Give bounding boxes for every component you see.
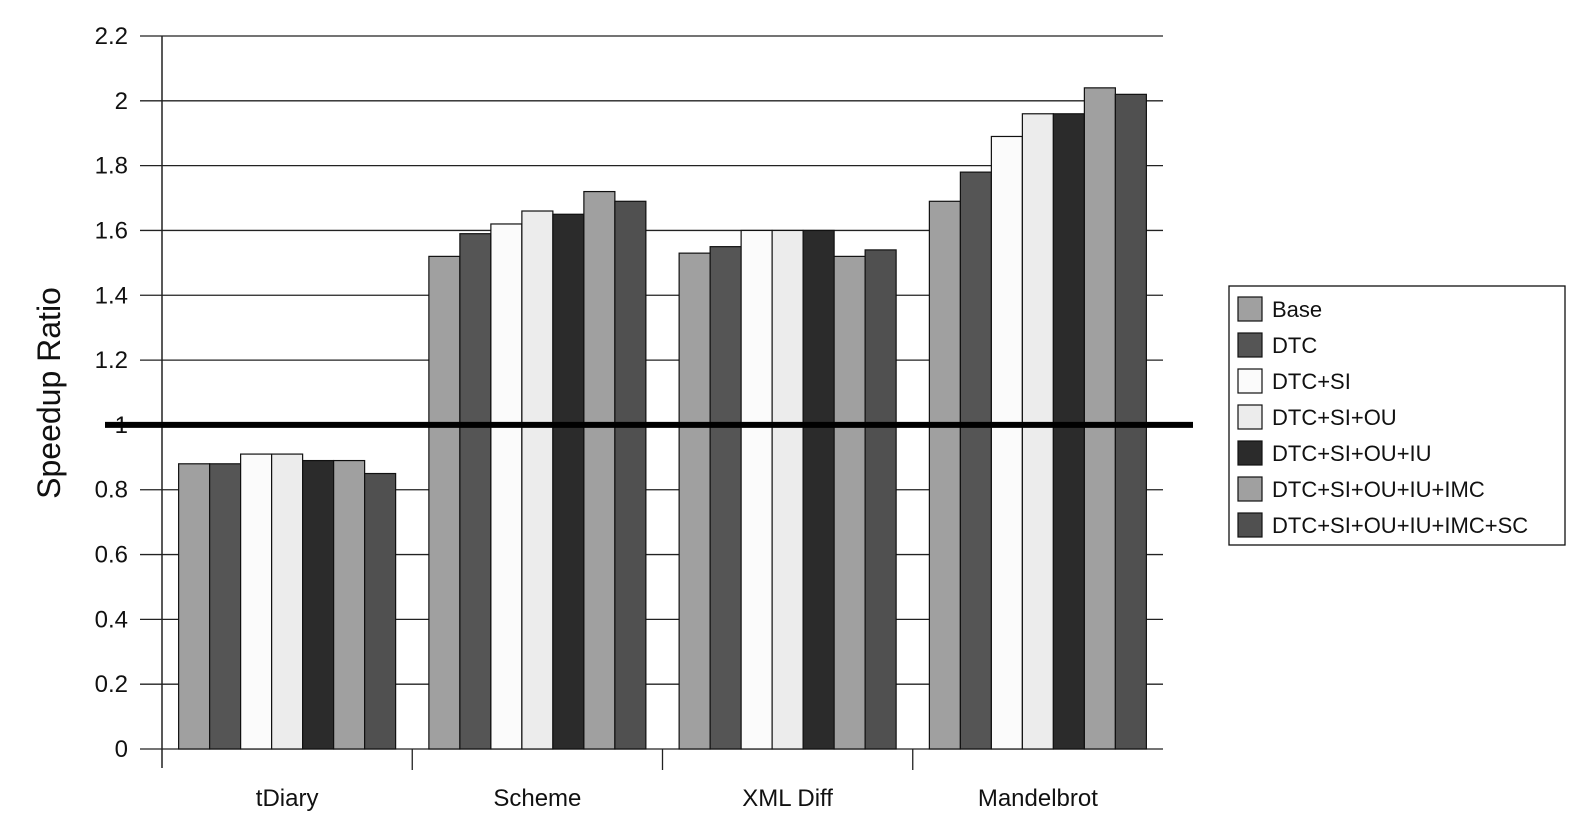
bar [614, 200, 647, 750]
legend-swatch [1237, 332, 1263, 358]
bar [583, 190, 616, 750]
y-tick-label: 1.6 [95, 217, 128, 244]
bar [1021, 113, 1054, 750]
bar [959, 171, 992, 750]
bars-group [178, 87, 1147, 750]
bar [521, 210, 554, 750]
y-tick-label: 2 [115, 88, 128, 115]
bar [990, 135, 1023, 750]
y-tick-label: 1.8 [95, 153, 128, 180]
bar [1052, 113, 1085, 750]
bar [364, 472, 397, 750]
legend-swatch [1237, 296, 1263, 322]
x-category-label: tDiary [256, 785, 319, 812]
bar [490, 223, 523, 750]
y-tick-label: 0.6 [95, 542, 128, 569]
bar [833, 255, 866, 750]
x-category-label: Scheme [493, 785, 581, 812]
bar [709, 246, 742, 750]
bar [428, 255, 461, 750]
legend-label: DTC+SI+OU+IU+IMC [1272, 477, 1485, 502]
legend-box [1228, 285, 1566, 546]
y-tick-label: 0.2 [95, 671, 128, 698]
bar [928, 200, 961, 750]
legend-label: DTC+SI+OU [1272, 405, 1397, 430]
bar [1083, 87, 1116, 750]
legend-label: Base [1272, 297, 1322, 322]
bar [178, 463, 211, 750]
bar [864, 249, 897, 750]
legend-swatch [1237, 512, 1263, 538]
bar [209, 463, 242, 750]
y-tick-label: 2.2 [95, 23, 128, 50]
legend: Base DTC DTC+SI DTC+SI+OU DTC+SI+OU+IU DTC+SI… [1228, 285, 1566, 546]
y-tick-labels: 00.20.40.60.811.21.41.61.822.2 [95, 23, 128, 763]
bar [333, 459, 366, 750]
legend-label: DTC+SI+OU+IU [1272, 441, 1432, 466]
y-tick-label: 1.2 [95, 347, 128, 374]
y-tick-label: 0.4 [95, 606, 128, 633]
legend-swatch [1237, 476, 1263, 502]
bar [240, 453, 273, 750]
legend-label: DTC+SI+OU+IU+IMC+SC [1272, 513, 1528, 538]
legend-swatch [1237, 440, 1263, 466]
legend-swatch [1237, 368, 1263, 394]
y-tick-label: 0 [115, 736, 128, 763]
bar [771, 229, 804, 750]
bar [678, 252, 711, 750]
bar [802, 229, 835, 750]
axes [161, 36, 914, 770]
bar [1114, 93, 1147, 750]
x-category-label: Mandelbrot [978, 785, 1098, 812]
legend-label: DTC [1272, 333, 1317, 358]
legend-swatch [1237, 404, 1263, 430]
x-category-labels: tDiary Scheme XML Diff Mandelbrot [256, 785, 1098, 812]
y-tick-label: 0.8 [95, 477, 128, 504]
x-category-label: XML Diff [742, 785, 833, 812]
bar [552, 213, 585, 750]
bar [302, 459, 335, 750]
bar [271, 453, 304, 750]
y-axis-label: Speedup Ratio [31, 287, 67, 499]
bar [459, 233, 492, 750]
y-tick-label: 1.4 [95, 282, 128, 309]
bar [740, 229, 773, 750]
legend-label: DTC+SI [1272, 369, 1351, 394]
